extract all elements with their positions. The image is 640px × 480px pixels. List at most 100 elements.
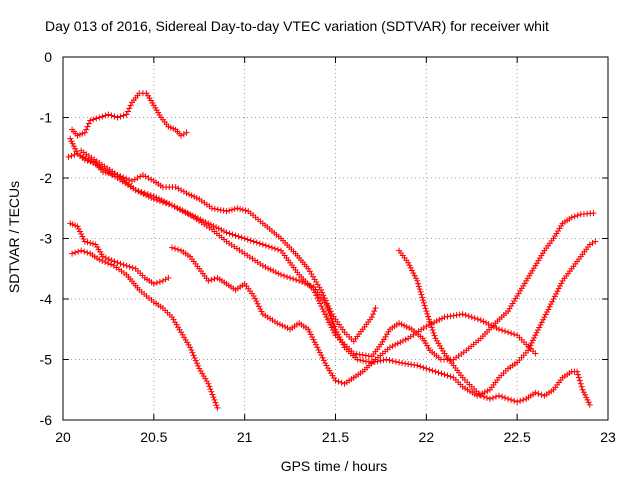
- data-point: [307, 331, 314, 338]
- data-point: [328, 315, 335, 322]
- data-point: [338, 379, 345, 386]
- data-point: [533, 329, 540, 336]
- data-point: [421, 302, 428, 309]
- data-point: [120, 174, 127, 181]
- data-point: [360, 357, 367, 364]
- y-tick-label: -4: [40, 291, 53, 307]
- data-point: [577, 380, 584, 387]
- data-point: [226, 207, 233, 214]
- data-point: [299, 279, 306, 286]
- data-point: [327, 312, 334, 319]
- data-point: [585, 399, 592, 406]
- data-point: [536, 324, 543, 331]
- data-point: [69, 250, 76, 257]
- data-point: [435, 369, 442, 376]
- data-point: [420, 364, 427, 371]
- x-tick-label: 23: [600, 429, 616, 445]
- data-point: [84, 249, 91, 256]
- data-point: [535, 390, 542, 397]
- data-point: [499, 327, 506, 334]
- data-point: [490, 323, 497, 330]
- data-point: [217, 207, 224, 214]
- data-point: [253, 298, 260, 305]
- data-point: [329, 318, 336, 325]
- data-point: [488, 322, 495, 329]
- data-point: [429, 367, 436, 374]
- data-point: [333, 328, 340, 335]
- data-point: [468, 314, 475, 321]
- data-point: [323, 302, 330, 309]
- data-point: [447, 313, 454, 320]
- data-point: [314, 295, 321, 302]
- data-point: [193, 194, 200, 201]
- y-tick-label: -6: [40, 412, 53, 428]
- data-point: [386, 357, 393, 364]
- data-point: [293, 276, 300, 283]
- data-point: [205, 380, 212, 387]
- data-point: [551, 293, 558, 300]
- data-point: [76, 228, 83, 235]
- data-point: [244, 236, 251, 243]
- data-point: [579, 386, 586, 393]
- data-point: [371, 308, 378, 315]
- data-point: [438, 315, 445, 322]
- data-point: [192, 213, 199, 220]
- data-point: [179, 207, 186, 214]
- data-point: [188, 192, 195, 199]
- data-point: [212, 399, 219, 406]
- data-point: [474, 316, 481, 323]
- data-point: [250, 292, 257, 299]
- data-point: [590, 210, 597, 217]
- data-point: [211, 205, 218, 212]
- data-point: [417, 363, 424, 370]
- data-point: [574, 368, 581, 375]
- data-series: [65, 90, 599, 411]
- data-point: [258, 308, 265, 315]
- data-point: [444, 372, 451, 379]
- data-point: [502, 394, 509, 401]
- data-point: [480, 393, 487, 400]
- data-point: [223, 229, 230, 236]
- data-point: [556, 283, 563, 290]
- data-point: [127, 102, 134, 109]
- data-point: [69, 140, 76, 147]
- data-point: [406, 262, 413, 269]
- data-point: [275, 270, 282, 277]
- data-point: [254, 300, 261, 307]
- data-point: [75, 248, 82, 255]
- data-point: [483, 319, 490, 326]
- data-point: [415, 283, 422, 290]
- x-tick-label: 21: [237, 429, 253, 445]
- data-point: [410, 270, 417, 277]
- data-point: [575, 374, 582, 381]
- data-point: [414, 277, 421, 284]
- data-point: [171, 203, 178, 210]
- data-point: [99, 257, 106, 264]
- data-point: [262, 242, 269, 249]
- data-point: [126, 105, 133, 112]
- y-tick-label: -1: [40, 110, 53, 126]
- y-tick-label: -3: [40, 231, 53, 247]
- data-point: [532, 389, 539, 396]
- data-point: [540, 316, 547, 323]
- data-point: [471, 315, 478, 322]
- data-point: [326, 319, 333, 326]
- data-point: [324, 304, 331, 311]
- data-point: [71, 151, 78, 158]
- y-tick-label: 0: [44, 49, 52, 65]
- y-tick-label: -5: [40, 352, 53, 368]
- data-point: [318, 352, 325, 359]
- data-point: [359, 351, 366, 358]
- data-point: [514, 398, 521, 405]
- data-point: [85, 120, 92, 127]
- data-point: [257, 305, 264, 312]
- data-point: [389, 358, 396, 365]
- data-point: [197, 216, 204, 223]
- data-point: [79, 233, 86, 240]
- data-point: [508, 330, 515, 337]
- data-point: [505, 395, 512, 402]
- data-point: [420, 297, 427, 304]
- data-point: [191, 354, 198, 361]
- data-point: [362, 352, 369, 359]
- data-point: [163, 199, 170, 206]
